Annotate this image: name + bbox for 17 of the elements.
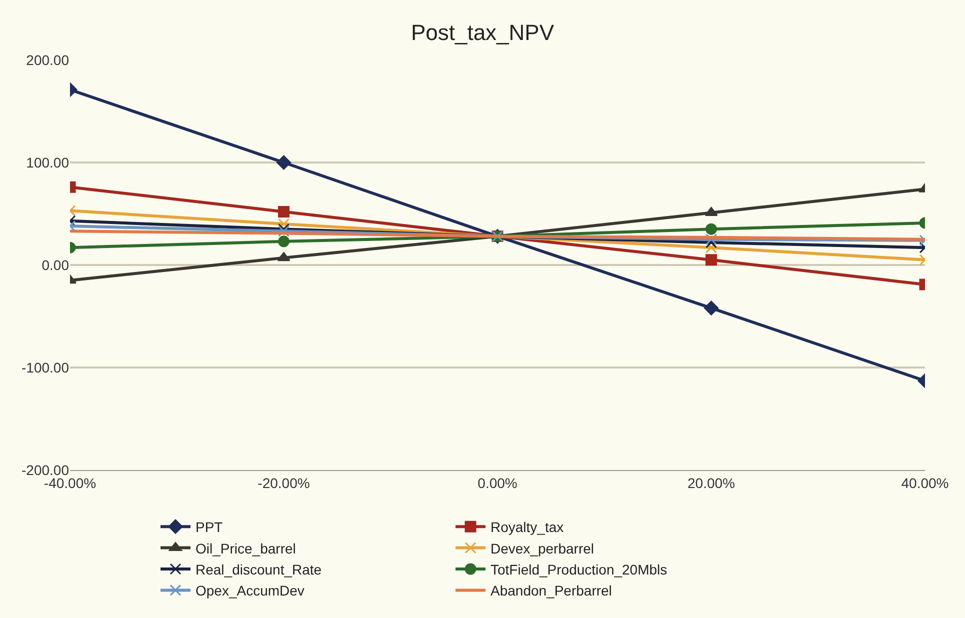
chart-title: Post_tax_NPV	[410, 20, 554, 46]
y-tick-label: 200.00	[26, 52, 70, 68]
legend-label: Opex_AccumDev	[196, 582, 304, 599]
y-tick-label: -100.00	[22, 359, 70, 376]
legend-label: TotField_Production_20Mbls	[490, 561, 668, 578]
x-tick-label: 20.00%	[688, 474, 735, 491]
legend-label: Devex_perbarrel	[490, 540, 594, 556]
legend-label: Abandon_Perbarrel	[490, 582, 612, 599]
y-tick-label: 0.00	[42, 256, 70, 273]
legend-label: PPT	[196, 519, 224, 536]
legend-label: Royalty_tax	[490, 519, 564, 536]
x-tick-label: 40.00%	[901, 474, 949, 491]
legend-label: Oil_Price_barrel	[196, 540, 296, 556]
y-tick-label: 100.00	[26, 154, 70, 170]
x-tick-label: -20.00%	[258, 474, 310, 491]
legend-label: Real_discount_Rate	[196, 561, 322, 578]
x-tick-label: 0.00%	[478, 474, 518, 491]
